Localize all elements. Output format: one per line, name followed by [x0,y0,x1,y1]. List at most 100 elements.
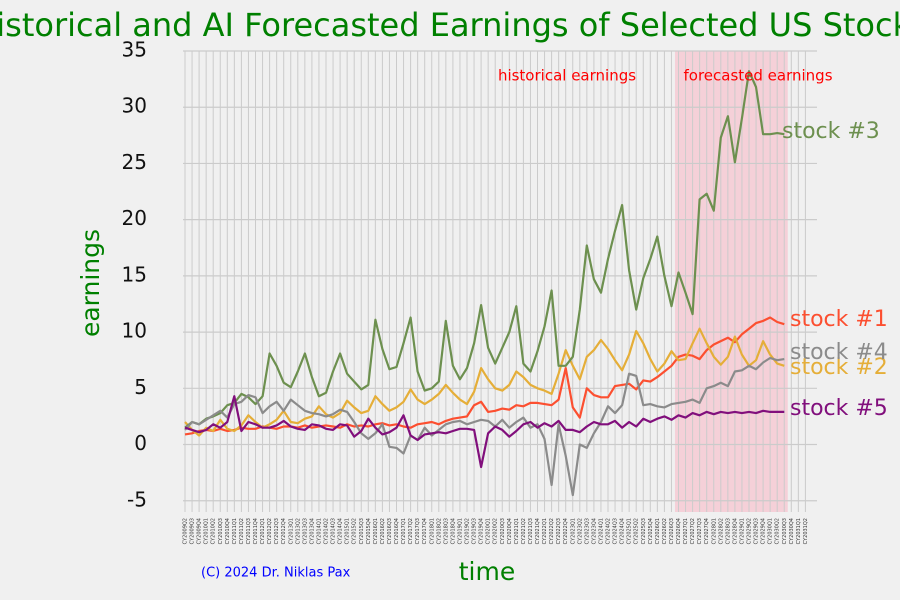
x-tick-label: CY2030Q4 [789,518,795,544]
x-tick-label: CY2013Q3 [302,518,308,544]
forecast-region [674,51,788,512]
y-tick-label: 5 [134,375,147,399]
x-tick-label: CY2024Q2 [606,518,612,544]
x-tick-label: CY2014Q4 [338,518,344,544]
x-tick-label: CY2022Q2 [549,518,555,544]
x-tick-label: CY2025Q1 [627,518,633,544]
x-tick-label: CY2017Q2 [408,518,414,544]
x-tick-label: CY2013Q1 [288,518,294,544]
x-tick-label: CY2027Q4 [704,518,710,544]
x-tick-label: CY2011Q4 [253,518,259,544]
x-tick-label: CY2019Q4 [479,518,485,544]
x-tick-label: CY2012Q1 [260,518,266,544]
series-line [184,70,785,429]
x-tick-label: CY2026Q3 [669,518,675,544]
x-tick-label: CY2022Q3 [556,518,562,544]
y-tick-label: 25 [122,150,147,174]
x-axis-label: time [459,557,515,586]
x-tick-label: CY2029Q1 [739,518,745,544]
x-tick-label: CY2019Q3 [472,518,478,544]
x-tick-label: CY2031Q2 [803,518,809,544]
x-tick-label: CY2023Q3 [584,518,590,544]
x-tick-label: CY2014Q2 [324,518,330,544]
x-tick-label: CY2017Q3 [415,518,421,544]
series-line [184,316,785,436]
y-tick-label: 20 [122,206,147,230]
series-line [184,327,785,437]
x-tick-label: CY2021Q1 [514,518,520,544]
x-tick-label: CY2030Q1 [768,518,774,544]
x-tick-label: CY2018Q1 [429,518,435,544]
x-tick-label: CY2020Q2 [493,518,499,544]
x-tick-label: CY2014Q1 [316,518,322,544]
x-tick-label: CY2016Q2 [380,518,386,544]
x-tick-label: CY2010Q4 [225,518,231,544]
x-tick-label: CY2025Q3 [641,518,647,544]
x-tick-label: CY2017Q4 [422,518,428,544]
x-tick-label: CY2021Q3 [528,518,534,544]
x-tick-label: CY2025Q2 [634,518,640,544]
x-tick-label: CY2026Q2 [662,518,668,544]
x-tick-label: CY2029Q4 [761,518,767,544]
x-tick-label: CY2019Q1 [457,518,463,544]
x-tick-label: CY2010Q1 [204,518,210,544]
x-tick-label: CY2019Q2 [465,518,471,544]
x-tick-label: CY2020Q1 [486,518,492,544]
x-tick-label: CY2020Q3 [500,518,506,544]
series-label: stock #4 [790,340,888,365]
x-tick-label: CY2017Q1 [401,518,407,544]
x-tick-label: CY2011Q2 [239,518,245,544]
x-tick-label: CY2016Q3 [387,518,393,544]
x-tick-label: CY2023Q2 [577,518,583,544]
plot-area: CY2009Q2 CY2009Q3 CY2009Q4 CY2010Q1 CY2010Q2… [122,38,817,544]
x-tick-label: CY2015Q2 [352,518,358,544]
x-tick-label: CY2029Q3 [754,518,760,544]
x-tick-label: CY2028Q3 [725,518,731,544]
x-tick-label: CY2027Q1 [683,518,689,544]
x-tick-label: CY2010Q3 [218,518,224,544]
x-tick-label: CY2015Q4 [366,518,372,544]
x-tick-label: CY2009Q4 [197,518,203,544]
x-tick-label: CY2012Q4 [281,518,287,544]
series-line [184,395,785,469]
credit: (C) 2024 Dr. Niklas Pax [201,566,351,581]
x-tick-label: CY2024Q3 [613,518,619,544]
x-tick-label: CY2028Q2 [718,518,724,544]
x-tick-label: CY2026Q1 [655,518,661,544]
x-tick-label: CY2015Q3 [359,518,365,544]
x-tick-label: CY2020Q4 [507,518,513,544]
x-tick-label: CY2021Q4 [535,518,541,544]
x-tick-label: CY2026Q4 [676,518,682,544]
y-tick-label: 35 [122,38,147,62]
x-tick-label: CY2016Q1 [373,518,379,544]
x-tick-label: CY2029Q2 [747,518,753,544]
series-label: stock #3 [782,119,880,144]
x-tick-label: CY2022Q4 [563,518,569,544]
y-tick-label: 0 [134,431,147,455]
annotation: forecasted earnings [683,67,832,85]
annotation: historical earnings [498,67,636,85]
x-tick-label: CY2030Q2 [775,518,781,544]
chart-title: Historical and AI Forecasted Earnings of… [0,6,900,44]
x-tick-label: CY2024Q1 [598,518,604,544]
x-tick-label: CY2031Q1 [796,518,802,544]
y-tick-label: 15 [122,262,147,286]
y-tick-label: 30 [122,94,147,118]
x-tick-label: CY2012Q2 [267,518,273,544]
x-tick-label: CY2024Q4 [620,518,626,544]
y-tick-label: -5 [127,487,147,511]
x-tick-label: CY2011Q3 [246,518,252,544]
series-label: stock #2 [790,355,888,380]
x-tick-label: CY2027Q3 [697,518,703,544]
x-tick-label: CY2018Q2 [436,518,442,544]
x-tick-label: CY2022Q1 [542,518,548,544]
x-tick-label: CY2027Q2 [690,518,696,544]
x-tick-label: CY2028Q4 [732,518,738,544]
series-line [184,356,785,497]
x-tick-label: CY2025Q4 [648,518,654,544]
x-tick-label: CY2013Q4 [309,518,315,544]
x-tick-label: CY2009Q3 [190,518,196,544]
x-tick-label: CY2018Q4 [450,518,456,544]
series-label: stock #5 [790,396,888,421]
y-tick-label: 10 [122,319,147,343]
